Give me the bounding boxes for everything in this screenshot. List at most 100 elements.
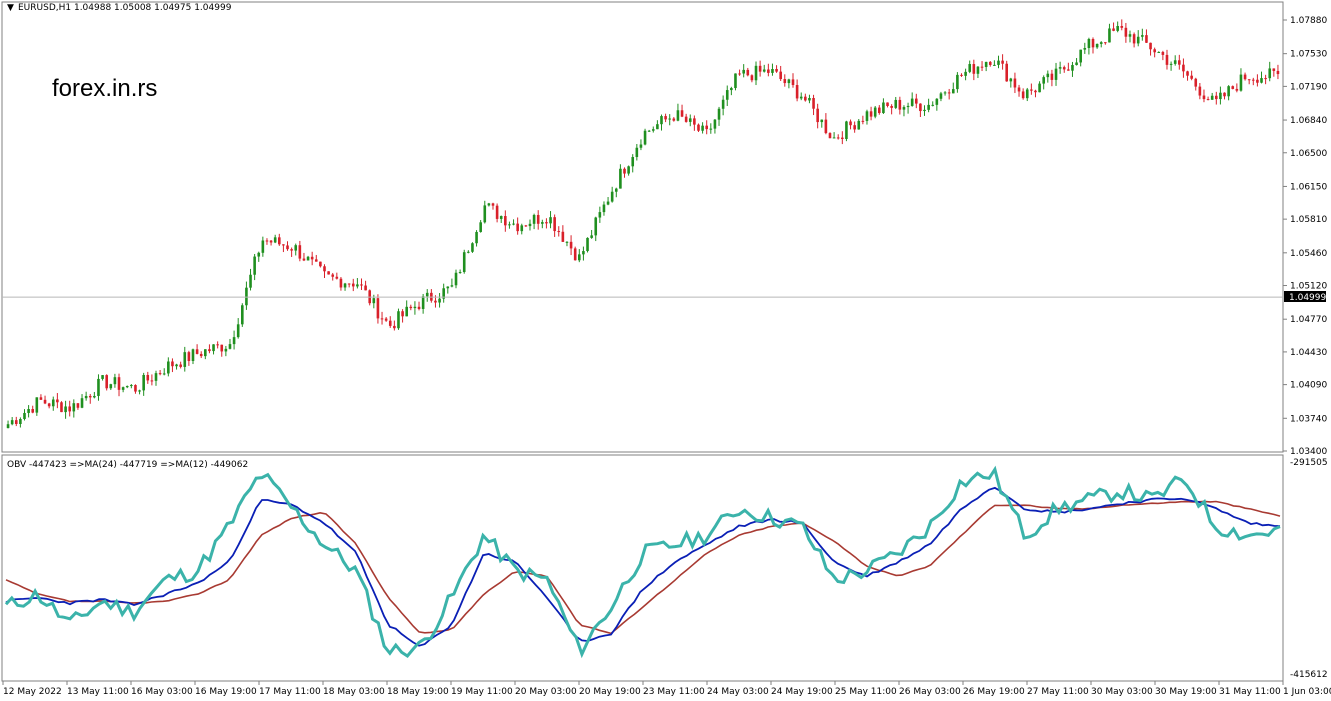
candle	[154, 370, 158, 386]
candle	[47, 402, 51, 409]
candles-group	[6, 19, 1280, 429]
candle	[314, 254, 318, 262]
candle	[1087, 37, 1091, 55]
candle	[931, 101, 935, 107]
candle	[384, 317, 388, 322]
candle	[1099, 41, 1103, 48]
candle	[446, 286, 450, 294]
candle	[672, 117, 676, 122]
candle	[1001, 54, 1004, 70]
candle	[804, 93, 807, 102]
candle	[610, 186, 614, 203]
candle	[101, 374, 104, 381]
candle	[376, 294, 380, 324]
candle	[614, 187, 618, 198]
candle	[627, 165, 630, 176]
candle	[939, 91, 943, 102]
candle	[499, 215, 503, 223]
candle	[565, 241, 569, 247]
candle	[401, 309, 404, 323]
candle	[84, 391, 88, 401]
candle	[302, 252, 306, 262]
candle	[664, 113, 667, 123]
price-tick-label: 1.06150	[1290, 182, 1327, 192]
price-tick-label: 1.05120	[1290, 282, 1327, 292]
candle	[179, 361, 182, 369]
candle	[919, 103, 922, 118]
candle	[35, 397, 39, 416]
price-axis: 1.07880 1.07530 1.07190 1.06840 1.06500 1.061…	[1283, 16, 1327, 457]
candle	[454, 269, 458, 289]
candle	[351, 278, 355, 292]
candle	[1272, 68, 1276, 77]
candle	[561, 225, 565, 242]
candle	[820, 119, 824, 128]
indicator-axis-bottom: -415612	[1290, 670, 1328, 680]
candle	[894, 96, 898, 110]
candle	[462, 249, 466, 274]
candle	[697, 123, 700, 132]
indicator-panel[interactable]: OBV -447423 =>MA(24) -447719 =>MA(12) -4…	[1, 454, 1284, 682]
candle	[1206, 96, 1210, 101]
candle	[1013, 72, 1017, 94]
candle	[754, 61, 758, 86]
candle	[993, 60, 996, 66]
candle	[319, 261, 322, 268]
candle	[545, 218, 548, 229]
time-axis: 12 May 2022 13 May 11:00 16 May 03:00 16 Ma…	[2, 681, 1331, 697]
candle	[187, 350, 191, 366]
candle	[290, 247, 293, 257]
candle	[857, 119, 861, 130]
candle	[1264, 74, 1267, 85]
candle	[105, 374, 108, 391]
candle	[1046, 70, 1050, 83]
candle	[130, 384, 133, 389]
candle	[984, 61, 988, 72]
candle	[10, 417, 14, 426]
candle	[598, 206, 602, 223]
watermark: forex.in.rs	[52, 75, 157, 102]
candle	[865, 109, 869, 125]
candle	[397, 308, 400, 330]
candle	[171, 358, 174, 373]
candle	[450, 278, 454, 288]
candle	[947, 88, 951, 100]
candle	[265, 238, 269, 245]
candle	[532, 213, 536, 230]
candle	[721, 95, 725, 116]
candle	[1173, 55, 1177, 66]
candle	[680, 104, 684, 118]
candle	[927, 98, 930, 113]
candle	[51, 396, 55, 411]
candle	[816, 103, 819, 129]
candle	[80, 394, 84, 409]
candle	[606, 197, 610, 206]
price-tick-label: 1.07880	[1290, 16, 1327, 26]
candle	[64, 400, 67, 419]
candle	[195, 344, 199, 355]
price-tick-label: 1.04090	[1290, 381, 1327, 391]
price-panel[interactable]: ▼ EURUSD,H1 1.04988 1.05008 1.04975 1.04…	[1, 1, 1284, 453]
candle	[1124, 22, 1128, 43]
ma12-line	[5, 486, 1281, 647]
price-tick-label: 1.07190	[1290, 82, 1327, 92]
candle	[1157, 51, 1161, 53]
candle	[960, 73, 963, 77]
obv-line	[4, 465, 1281, 659]
time-tick-label: 1 Jun 03:00	[1283, 687, 1331, 697]
candle	[988, 60, 992, 67]
candle	[277, 233, 281, 246]
candle	[775, 65, 778, 73]
candle	[335, 272, 339, 280]
candle	[906, 102, 910, 114]
candle	[1239, 68, 1243, 92]
candle	[1095, 43, 1099, 49]
candle	[6, 420, 10, 429]
candle	[138, 389, 141, 395]
price-tick-label: 1.04430	[1290, 348, 1327, 358]
candle	[1256, 74, 1259, 87]
candle	[471, 242, 474, 253]
candle	[224, 345, 228, 357]
candle	[578, 249, 581, 263]
candle	[738, 69, 741, 76]
